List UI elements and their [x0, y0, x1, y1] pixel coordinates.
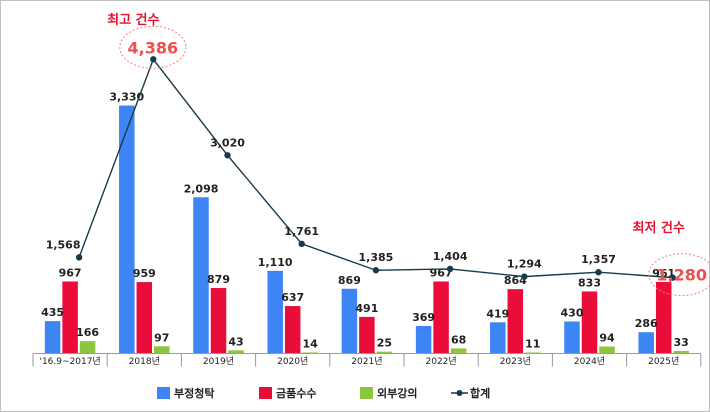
bar-value-label: 637: [281, 291, 304, 304]
x-tick-label: 2020년: [277, 356, 308, 367]
bar-value-label: 68: [451, 333, 466, 346]
total-value-label: 1,568: [46, 238, 81, 251]
bar-value-label: 435: [41, 306, 64, 319]
total-value-label: 1,761: [284, 225, 319, 238]
bars-layer: [44, 105, 689, 354]
bar-금품수수: [655, 281, 672, 354]
annotation-value: 1,280: [656, 266, 707, 285]
bar-value-label: 833: [578, 276, 601, 289]
bar-외부강의: [302, 352, 318, 354]
x-tick-label: 2023년: [500, 356, 531, 367]
x-tick-label: 2021년: [351, 356, 382, 367]
x-tick-label: 2024년: [574, 356, 605, 367]
bar-금품수수: [136, 282, 153, 354]
annotation-circle: [648, 253, 710, 297]
total-line-layer: 1,568 3,020 1,761 1,385 1,404 1,294 1,357: [46, 56, 676, 281]
legend-label: 외부강의: [377, 386, 417, 400]
total-value-label: 1,357: [581, 253, 616, 266]
legend-label: 부정청탁: [174, 386, 214, 400]
bar-value-label: 3,330: [109, 91, 144, 104]
legend: 부정청탁 금품수수 외부강의 합계: [157, 386, 490, 400]
legend-marker: [456, 390, 463, 396]
bar-부정청탁: [267, 270, 283, 354]
x-tick-label: 2018년: [129, 356, 160, 367]
bar-value-label: 14: [303, 337, 319, 350]
bar-value-label: 25: [377, 337, 392, 350]
bar-value-label: 1,110: [258, 256, 293, 269]
total-point: [75, 254, 83, 261]
legend-label: 금품수수: [276, 387, 316, 400]
bar-부정청탁: [564, 321, 580, 354]
bar-부정청탁: [415, 326, 432, 354]
bar-value-label: 2,098: [184, 182, 219, 195]
annotations-layer: 4,386 최고 건수 1,280 최저 건수: [107, 12, 710, 297]
bar-value-label: 419: [486, 307, 509, 320]
bar-외부강의: [450, 348, 467, 354]
total-point: [224, 152, 231, 159]
bar-외부강의: [79, 341, 96, 354]
x-tick-label: 2022년: [426, 356, 457, 367]
bar-금품수수: [210, 288, 227, 354]
bar-금품수수: [507, 289, 524, 354]
bar-value-label: 166: [76, 326, 99, 339]
bar-value-label: 94: [599, 331, 615, 344]
total-point: [595, 269, 602, 276]
bar-value-label: 43: [228, 335, 243, 348]
bar-외부강의: [228, 350, 244, 354]
legend-label: 합계: [470, 386, 490, 400]
bar-value-label: 369: [412, 311, 435, 324]
bar-외부강의: [376, 351, 393, 354]
bar-value-label: 959: [133, 267, 156, 280]
total-value-label: 1,404: [433, 250, 468, 263]
bar-value-label: 33: [674, 336, 689, 349]
legend-swatch: [259, 387, 272, 399]
legend-swatch: [360, 387, 373, 399]
annotation-circle: [119, 25, 187, 69]
bar-외부강의: [673, 351, 689, 354]
bar-value-label: 491: [355, 302, 378, 315]
bar-부정청탁: [119, 105, 135, 354]
x-tick-label: 2025년: [648, 356, 679, 367]
bar-금품수수: [284, 306, 301, 354]
bar-value-label: 869: [338, 274, 361, 287]
bar-value-label: 967: [59, 266, 82, 279]
total-point: [446, 265, 454, 273]
total-point: [150, 56, 157, 63]
bar-부정청탁: [44, 321, 61, 354]
bar-value-label: 879: [207, 273, 230, 286]
bar-외부강의: [599, 346, 615, 354]
total-point: [298, 240, 305, 248]
x-tick-label: 2019년: [203, 356, 234, 367]
bar-금품수수: [433, 281, 449, 354]
bar-부정청탁: [490, 322, 506, 354]
x-axis: '16.9~2017년 2018년 2019년 2020년 2021년 2022년 2023…: [32, 353, 702, 367]
bar-금품수수: [359, 316, 375, 354]
total-point: [521, 273, 528, 280]
bar-value-label: 286: [635, 317, 658, 330]
bar-value-label: 97: [154, 331, 169, 344]
bar-value-label: 430: [561, 306, 584, 319]
total-value-label: 1,294: [507, 258, 542, 271]
annotation-value: 4,386: [127, 38, 178, 57]
total-point: [372, 267, 380, 274]
bar-부정청탁: [341, 288, 358, 354]
bar-value-label: 11: [525, 338, 540, 351]
total-value-label: 3,020: [210, 136, 245, 149]
annotation-title: 최고 건수: [107, 12, 159, 28]
x-tick-label: '16.9~2017년: [39, 356, 100, 367]
bar-외부강의: [154, 346, 170, 354]
bar-부정청탁: [193, 197, 209, 354]
bar-금품수수: [62, 281, 78, 354]
bar-부정청탁: [638, 332, 654, 354]
total-line: [78, 57, 673, 279]
total-value-label: 1,385: [359, 251, 394, 264]
bar-금품수수: [581, 291, 598, 354]
annotation-title: 최저 건수: [633, 220, 685, 236]
total-point: [669, 274, 676, 281]
legend-swatch: [157, 387, 170, 399]
